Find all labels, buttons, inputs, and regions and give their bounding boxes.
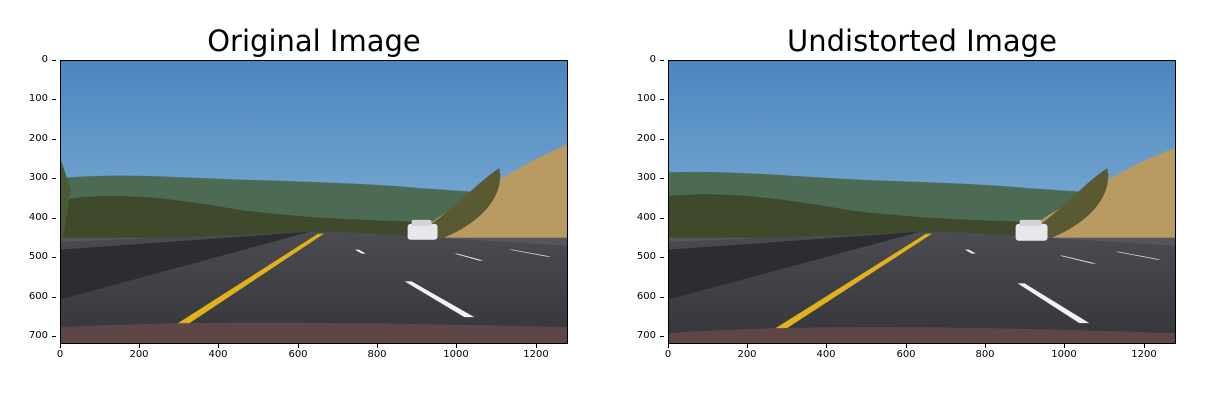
- original-image-frame: [60, 60, 568, 344]
- x-tick-200: 200: [119, 344, 159, 360]
- x-tick-800: 800: [357, 344, 397, 360]
- y-tick-700: 700: [616, 330, 664, 342]
- y-tick-500: 500: [616, 251, 664, 263]
- x-tick-1000: 1000: [1044, 344, 1084, 360]
- y-tick-300: 300: [616, 172, 664, 184]
- x-tick-200: 200: [727, 344, 767, 360]
- y-tick-600: 600: [616, 291, 664, 303]
- original-road-photo: [61, 61, 567, 343]
- x-tick-1200: 1200: [1124, 344, 1164, 360]
- y-tick-400: 400: [8, 212, 56, 224]
- x-tick-0: 0: [648, 344, 688, 360]
- original-image-title: Original Image: [207, 24, 421, 58]
- y-tick-600: 600: [8, 291, 56, 303]
- y-tick-100: 100: [616, 93, 664, 105]
- x-tick-400: 400: [806, 344, 846, 360]
- undistorted-road-photo: [669, 61, 1175, 343]
- y-tick-200: 200: [8, 133, 56, 145]
- x-tick-0: 0: [40, 344, 80, 360]
- x-tick-1200: 1200: [516, 344, 556, 360]
- y-tick-0: 0: [8, 54, 56, 66]
- y-tick-100: 100: [8, 93, 56, 105]
- undistorted-image-title: Undistorted Image: [787, 24, 1057, 58]
- y-tick-300: 300: [8, 172, 56, 184]
- original-image-panel: Original Image: [0, 0, 600, 400]
- x-tick-600: 600: [278, 344, 318, 360]
- y-tick-0: 0: [616, 54, 664, 66]
- undistorted-image-frame: [668, 60, 1176, 344]
- undistorted-image-panel: Undistorted Image: [608, 0, 1208, 400]
- x-tick-600: 600: [886, 344, 926, 360]
- y-tick-400: 400: [616, 212, 664, 224]
- x-tick-1000: 1000: [436, 344, 476, 360]
- x-tick-800: 800: [965, 344, 1005, 360]
- x-tick-400: 400: [198, 344, 238, 360]
- y-tick-700: 700: [8, 330, 56, 342]
- y-tick-500: 500: [8, 251, 56, 263]
- y-tick-200: 200: [616, 133, 664, 145]
